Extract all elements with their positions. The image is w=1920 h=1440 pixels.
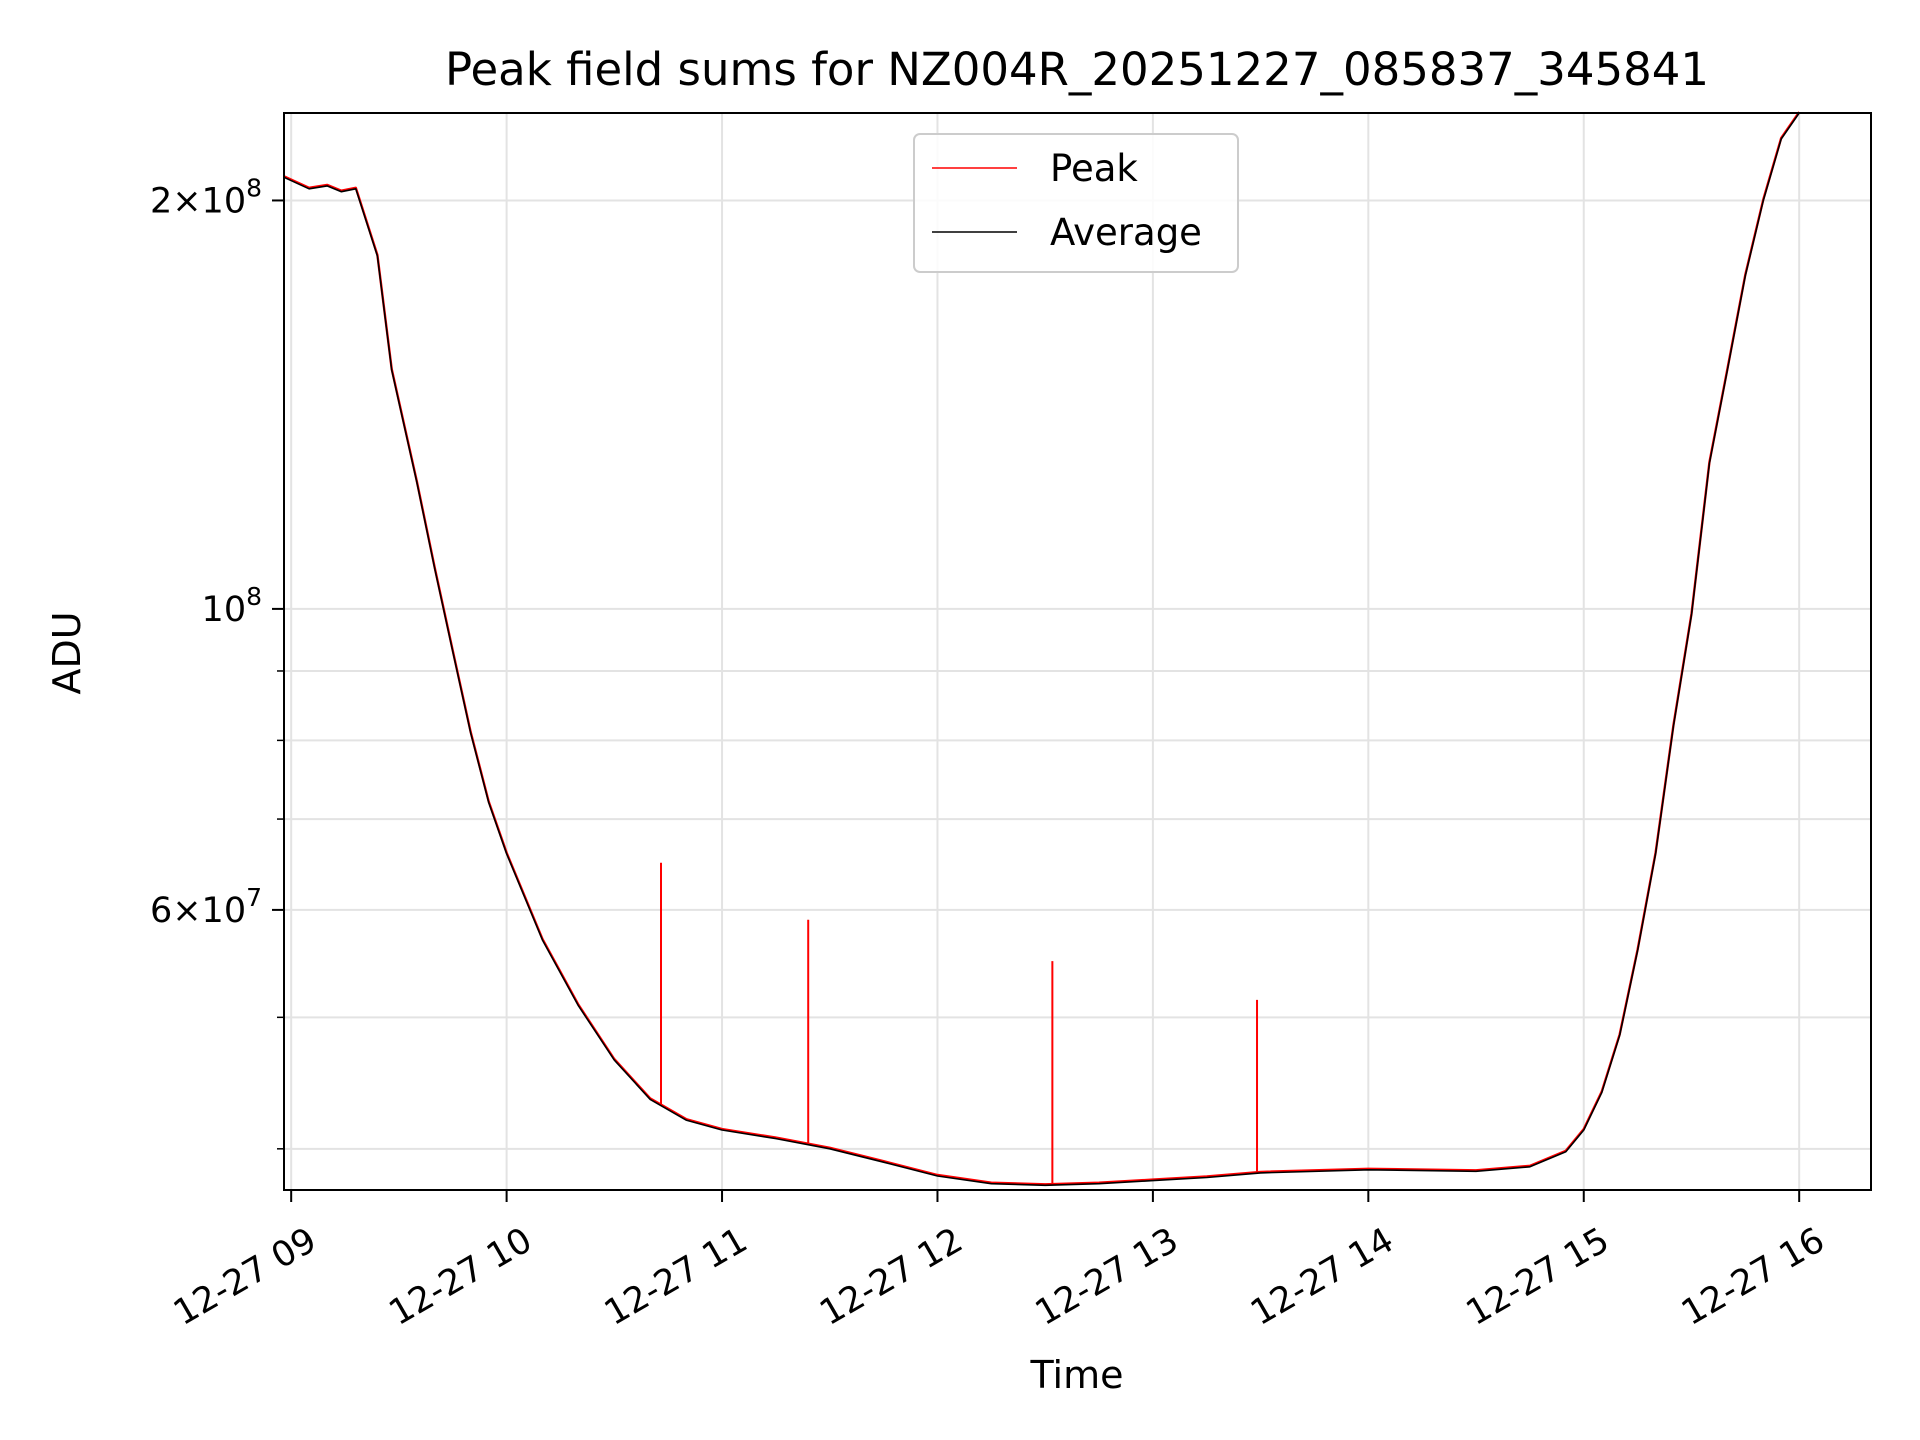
average-series-line <box>283 112 1800 1187</box>
plot-series <box>283 111 1801 1187</box>
x-axis-label: Time <box>1030 1353 1124 1397</box>
y-tick-label: 108 <box>202 582 262 630</box>
y-tick-label: 2×108 <box>150 173 262 221</box>
plot-frame <box>283 112 1872 1191</box>
legend: Peak Average <box>913 133 1239 273</box>
legend-label-peak: Peak <box>1050 147 1138 190</box>
chart-title: Peak field sums for NZ004R_20251227_0858… <box>445 43 1709 96</box>
y-tick-label: 6×107 <box>150 883 262 931</box>
legend-label-average: Average <box>1050 211 1202 254</box>
y-axis-label: ADU <box>45 611 89 694</box>
